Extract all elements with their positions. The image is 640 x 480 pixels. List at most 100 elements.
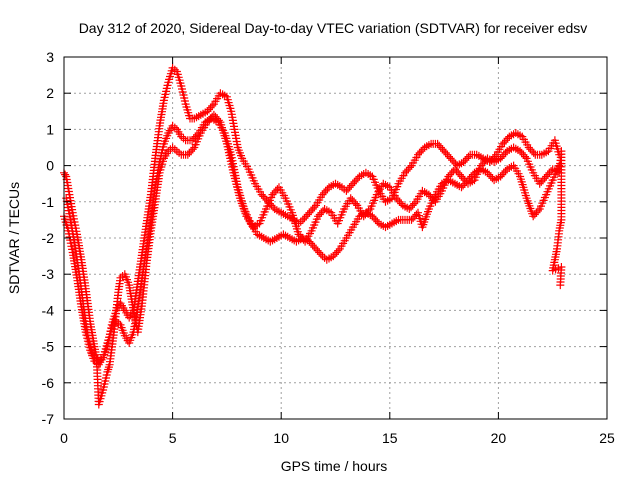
- data-point: [537, 177, 546, 186]
- y-tick-label: -3: [42, 266, 55, 282]
- y-tick-label: 0: [46, 158, 54, 174]
- data-point: [440, 147, 449, 156]
- data-point: [405, 205, 414, 213]
- data-point: [260, 194, 269, 203]
- data-point: [213, 114, 222, 123]
- data-point: [477, 161, 485, 170]
- data-point: [297, 234, 306, 242]
- data-point: [314, 212, 323, 221]
- data-point: [363, 208, 371, 217]
- data-point: [185, 148, 194, 157]
- y-tick-label: -7: [42, 411, 55, 427]
- data-point: [426, 192, 435, 201]
- data-point: [347, 181, 356, 190]
- y-tick-label: -4: [42, 302, 55, 318]
- data-point: [498, 152, 507, 161]
- y-tick-label: -5: [42, 339, 55, 355]
- data-point: [517, 148, 526, 157]
- data-point: [320, 188, 329, 197]
- data-point: [268, 190, 277, 199]
- data-point: [545, 168, 554, 177]
- data-point: [188, 145, 197, 154]
- data-point: [444, 172, 453, 181]
- data-point: [368, 212, 377, 221]
- x-tick-label: 0: [60, 430, 68, 446]
- data-point: [348, 196, 357, 204]
- data-point: [273, 185, 282, 194]
- data-point: [534, 206, 542, 215]
- x-tick-label: 15: [382, 430, 398, 446]
- y-tick-label: 3: [46, 49, 54, 65]
- y-tick-label: -2: [42, 230, 55, 246]
- data-point: [455, 170, 464, 179]
- data-point: [538, 176, 547, 185]
- data-point: [321, 186, 330, 195]
- axes: 0 5 10 15 20 25 -7 -6 -5 -4 -3 -2 -1 0 1 2 3: [42, 49, 615, 446]
- data-point: [183, 150, 192, 159]
- data-point: [214, 116, 223, 125]
- data-point: [454, 168, 463, 177]
- data-point: [334, 246, 343, 255]
- data-point: [556, 281, 565, 290]
- data-point: [483, 168, 492, 177]
- data-point: [350, 177, 359, 186]
- data-point: [206, 103, 215, 112]
- data-point: [296, 232, 305, 241]
- data-point: [393, 196, 402, 204]
- y-tick-label: -6: [42, 375, 55, 391]
- data-point: [364, 206, 373, 215]
- data-point: [270, 188, 279, 197]
- data-point: [498, 139, 507, 148]
- data-point: [414, 150, 422, 159]
- data-point: [435, 141, 444, 150]
- data-point: [401, 168, 409, 177]
- data-point: [486, 172, 495, 181]
- data-point: [359, 212, 368, 221]
- data-point: [441, 148, 450, 157]
- data-point: [316, 250, 325, 259]
- y-tick-label: 1: [46, 121, 54, 137]
- x-tick-label: 25: [599, 430, 615, 446]
- data-point: [436, 143, 445, 152]
- data-point: [409, 214, 418, 223]
- data-point: [462, 154, 471, 163]
- data-point: [308, 205, 317, 213]
- data-point: [352, 176, 361, 185]
- data-point: [448, 156, 457, 165]
- data-point: [392, 194, 401, 203]
- data-point: [208, 101, 217, 110]
- data-point: [502, 136, 510, 145]
- data-point: [499, 168, 508, 177]
- data-point: [410, 199, 419, 208]
- data-point: [459, 158, 468, 166]
- y-tick-label: -1: [42, 194, 55, 210]
- data-point: [446, 154, 455, 163]
- data-point: [417, 147, 426, 156]
- data-point: [499, 150, 508, 159]
- y-tick-label: 2: [46, 85, 54, 101]
- data-point: [188, 136, 197, 145]
- data-point: [303, 210, 312, 219]
- data-point: [529, 148, 538, 157]
- data-point: [498, 170, 507, 179]
- data-point: [516, 147, 525, 156]
- data-point: [526, 145, 535, 154]
- data-point: [305, 208, 314, 217]
- data-point: [211, 112, 220, 121]
- data-point: [329, 252, 338, 261]
- data-markers: [60, 63, 566, 409]
- data-point: [308, 241, 317, 250]
- data-point: [460, 176, 469, 185]
- data-point: [464, 152, 473, 161]
- x-tick-label: 20: [491, 430, 507, 446]
- data-point: [315, 248, 324, 257]
- data-point: [521, 152, 529, 161]
- grid-lines: [64, 57, 607, 419]
- data-point: [351, 199, 360, 208]
- data-point: [310, 203, 319, 212]
- x-axis-label: GPS time / hours: [281, 458, 388, 474]
- data-point: [346, 194, 355, 203]
- data-point: [532, 208, 541, 217]
- data-point: [459, 174, 468, 183]
